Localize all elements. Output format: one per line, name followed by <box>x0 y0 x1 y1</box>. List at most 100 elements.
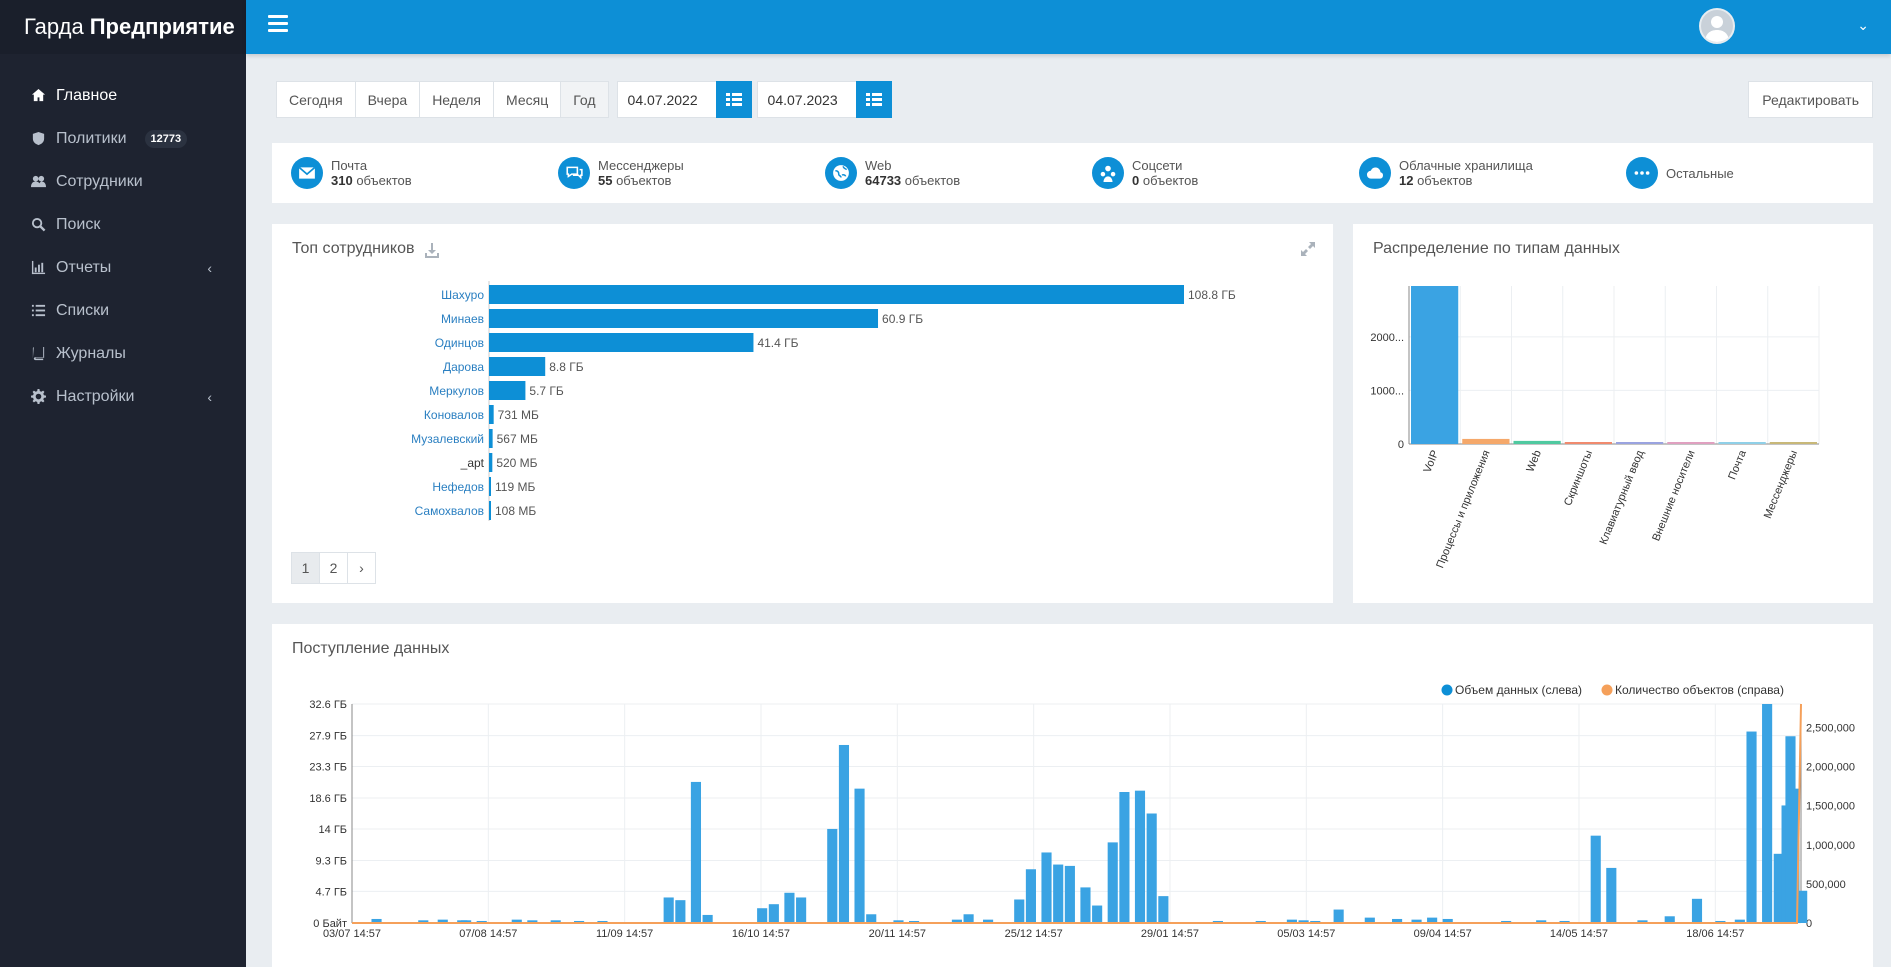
expand-icon[interactable] <box>1301 242 1315 256</box>
search-icon <box>31 217 45 232</box>
volume-bar <box>1092 905 1103 923</box>
page-button[interactable]: 1 <box>291 552 320 584</box>
volume-bar <box>418 920 429 923</box>
user-silhouette-icon <box>1705 16 1729 42</box>
x-tick-label: 20/11 14:57 <box>869 928 926 940</box>
sidebar-item[interactable]: Политики 12773 <box>0 117 246 160</box>
users-icon <box>30 175 46 188</box>
period-button[interactable]: Неделя <box>419 81 495 118</box>
category-item[interactable]: Web 64733 объектов <box>825 157 960 189</box>
list-icon <box>31 304 45 317</box>
date-to-input[interactable] <box>756 81 856 118</box>
category-title: Почта <box>331 158 368 173</box>
employee-bar <box>489 453 493 472</box>
employee-value-label: 119 МБ <box>495 480 535 494</box>
category-text: Почта 310 объектов <box>331 158 412 188</box>
book-icon <box>32 346 44 361</box>
chevron-left-icon: ‹ <box>207 388 212 405</box>
date-from-input[interactable] <box>616 81 716 118</box>
y-right-tick-label: 1,000,000 <box>1806 840 1855 852</box>
volume-bar <box>1789 788 1800 923</box>
y-right-tick-label: 2,500,000 <box>1806 722 1855 734</box>
employee-bar <box>489 501 491 520</box>
volume-bar <box>963 914 974 923</box>
y-left-tick-label: 23.3 ГБ <box>309 761 347 773</box>
brand-logo[interactable]: Гарда Предприятие <box>0 0 246 54</box>
top-bar: ⌄ <box>246 0 1891 54</box>
period-button[interactable]: Вчера <box>354 81 421 118</box>
volume-bar <box>1333 909 1344 923</box>
download-icon[interactable] <box>424 242 440 258</box>
volume-bar <box>1014 899 1025 923</box>
sidebar-item[interactable]: Поиск <box>0 203 246 246</box>
sidebar-item[interactable]: Журналы <box>0 332 246 375</box>
category-count-value: 55 <box>598 173 613 188</box>
legend: Объем данных (слева) Количество объектов … <box>1441 683 1784 697</box>
category-count-value: 64733 <box>865 173 902 188</box>
sidebar-item[interactable]: Главное <box>0 74 246 117</box>
sidebar-item-label: Списки <box>56 301 110 319</box>
category-item[interactable]: Почта 310 объектов <box>291 157 412 189</box>
employee-bar <box>489 429 493 448</box>
x-tick-label: Клавиатурный ввод <box>1598 448 1647 546</box>
volume-bar <box>1158 896 1169 923</box>
sidebar-item[interactable]: Отчеты ‹ <box>0 246 246 289</box>
x-tick-label: 25/12 14:57 <box>1005 928 1063 940</box>
x-tick-label: Внешние носители <box>1650 449 1697 543</box>
legend-marker <box>1441 684 1453 696</box>
category-bar: Почта 310 объектов Мессенджеры 55 объектов W… <box>272 143 1873 203</box>
legend-label: Объем данных (слева) <box>1455 683 1582 697</box>
edit-button[interactable]: Редактировать <box>1748 81 1873 118</box>
next-page-button[interactable]: › <box>347 552 376 584</box>
category-title: Соцсети <box>1132 158 1183 173</box>
type-bar <box>1718 442 1766 444</box>
volume-bar <box>768 904 779 923</box>
user-avatar[interactable] <box>1699 8 1735 44</box>
sidebar-item[interactable]: Настройки ‹ <box>0 375 246 418</box>
user-menu-caret-icon[interactable]: ⌄ <box>1857 17 1869 33</box>
period-button[interactable]: Год <box>560 81 609 118</box>
employee-value-label: 520 МБ <box>496 456 537 470</box>
sidebar-item[interactable]: Сотрудники <box>0 160 246 203</box>
volume-bar <box>757 908 768 923</box>
category-count: 12 объектов <box>1399 173 1533 188</box>
page-button[interactable]: 2 <box>319 552 348 584</box>
people-icon <box>1100 165 1116 182</box>
sidebar-item-label: Журналы <box>56 344 126 362</box>
y-tick-label: 0 <box>1398 439 1404 451</box>
category-item[interactable]: Соцсети 0 объектов <box>1092 157 1198 189</box>
category-item[interactable]: Остальные <box>1626 157 1734 189</box>
volume-bar <box>784 892 795 923</box>
employee-value-label: 108 МБ <box>495 504 536 518</box>
category-title: Облачные хранилища <box>1399 158 1533 173</box>
x-tick-label: 03/07 14:57 <box>323 928 381 940</box>
brand-name-light: Гарда <box>24 14 84 39</box>
x-tick-label: Процессы и приложения <box>1434 449 1492 570</box>
category-item[interactable]: Облачные хранилища 12 объектов <box>1359 157 1533 189</box>
period-button[interactable]: Сегодня <box>276 81 356 118</box>
cloud-icon <box>1366 167 1383 179</box>
volume-bar <box>690 781 702 923</box>
category-count-suffix: объектов <box>352 173 412 188</box>
calendar-to-button[interactable] <box>855 81 892 118</box>
calendar-from-button[interactable] <box>715 81 752 118</box>
period-button[interactable]: Месяц <box>493 81 562 118</box>
search-icon <box>30 217 46 233</box>
sidebar-nav: Главное Политики 12773 Сотрудники Поиск Отчет… <box>0 74 246 418</box>
sidebar-item[interactable]: Списки <box>0 289 246 332</box>
pagination: 1 2 › <box>291 552 376 584</box>
volume-bar <box>1134 790 1146 923</box>
type-bar <box>1513 440 1561 444</box>
category-title: Мессенджеры <box>598 158 684 173</box>
category-item[interactable]: Мессенджеры 55 объектов <box>558 157 684 189</box>
category-count-suffix: объектов <box>612 173 672 188</box>
category-count: 55 объектов <box>598 173 684 188</box>
menu-toggle-icon[interactable] <box>268 15 288 33</box>
data-flow-chart: Объем данных (слева) Количество объектов … <box>309 683 1855 940</box>
employee-bar <box>489 285 1184 304</box>
volume-bar <box>827 828 838 923</box>
volume-bar <box>1146 813 1157 923</box>
x-tick-label: 07/08 14:57 <box>459 928 517 940</box>
volume-bar <box>1536 920 1547 923</box>
volume-bar <box>550 920 561 923</box>
